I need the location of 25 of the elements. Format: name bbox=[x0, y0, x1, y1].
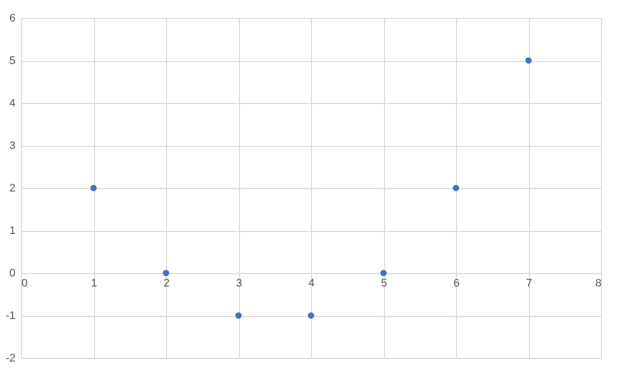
x-tick-label: 8 bbox=[595, 278, 602, 290]
x-tick-label: 3 bbox=[236, 278, 242, 290]
y-tick-label: 0 bbox=[9, 268, 16, 280]
y-tick-label: 4 bbox=[9, 98, 16, 110]
y-tick-label: 3 bbox=[9, 140, 16, 152]
x-tick-label: 5 bbox=[380, 278, 388, 290]
x-tick-label: 0 bbox=[22, 278, 28, 290]
point bbox=[525, 57, 532, 64]
y-tick-label: 1 bbox=[9, 225, 16, 237]
y-tick-label: 6 bbox=[9, 12, 16, 24]
point bbox=[90, 184, 97, 192]
x-tick-label: 1 bbox=[90, 278, 98, 290]
x-tick-label: 7 bbox=[526, 278, 532, 290]
point bbox=[308, 312, 314, 319]
y-tick-label: 5 bbox=[9, 55, 16, 67]
point bbox=[235, 312, 242, 319]
y-tick-label: -2 bbox=[6, 352, 16, 364]
y-tick-label: -1 bbox=[6, 310, 16, 322]
x-tick-label: 2 bbox=[163, 278, 170, 290]
y-tick-label: 2 bbox=[9, 182, 16, 194]
x-tick-label: 4 bbox=[308, 278, 315, 290]
point bbox=[452, 184, 460, 192]
point bbox=[162, 270, 170, 276]
point bbox=[380, 270, 387, 276]
x-tick-label: 6 bbox=[453, 278, 460, 290]
